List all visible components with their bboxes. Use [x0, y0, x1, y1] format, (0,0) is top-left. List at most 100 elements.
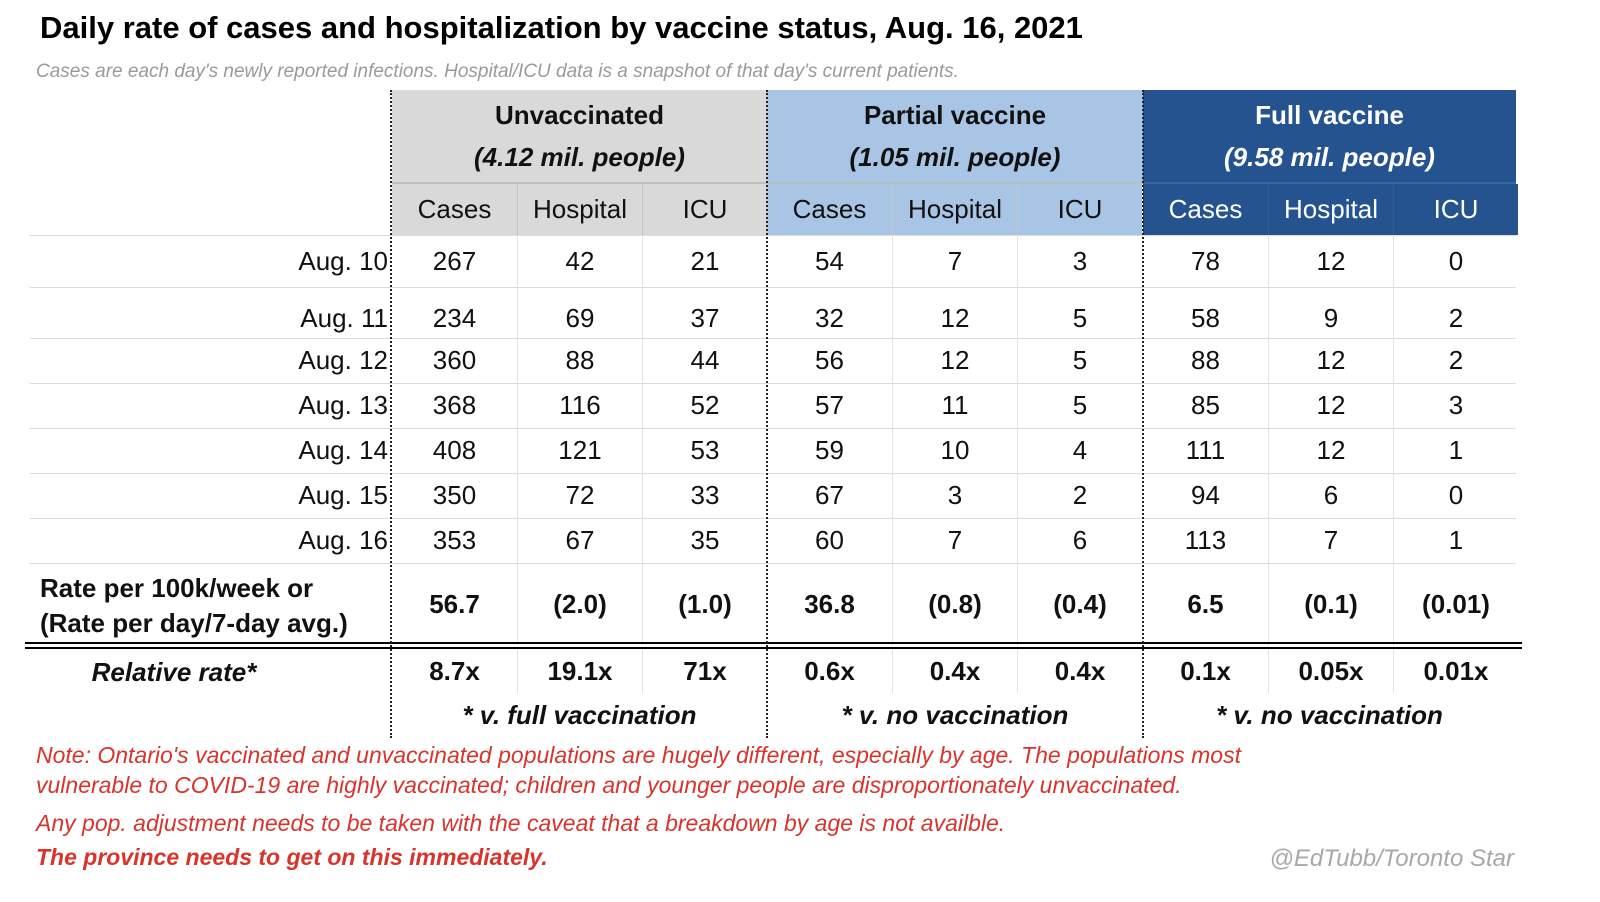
relative-cell: 0.1x	[1180, 655, 1231, 686]
table-cell: 11	[892, 383, 1017, 428]
table-cell: 58	[1191, 303, 1220, 333]
table-cell: 6	[1268, 473, 1393, 518]
divider	[30, 235, 1516, 236]
table-cell: 360	[432, 345, 477, 375]
table-cell: 7	[892, 235, 1017, 287]
relative-cell: 0.4x	[1017, 649, 1142, 693]
table-cell: 5	[1017, 383, 1142, 428]
group-separator	[1142, 90, 1144, 738]
chart-title: Daily rate of cases and hospitalization …	[40, 10, 1083, 45]
group-footnote: * v. full vaccination	[462, 699, 697, 730]
table-cell: 60	[815, 525, 844, 555]
table-cell: 116	[517, 383, 642, 428]
column-header: Hospital	[517, 184, 642, 235]
table-cell: 67	[815, 480, 844, 510]
table-cell: 72	[517, 473, 642, 518]
table-cell: 350	[432, 480, 477, 510]
table-cell: 3	[1393, 383, 1518, 428]
divider	[30, 518, 1516, 519]
row-label: Aug. 12	[298, 345, 388, 375]
table-cell: 4	[1017, 428, 1142, 473]
table-cell: 2	[1017, 473, 1142, 518]
table-cell: 121	[517, 428, 642, 473]
note-line: vulnerable to COVID-19 are highly vaccin…	[36, 772, 1182, 798]
divider	[30, 287, 1516, 288]
table-cell: 5	[1017, 287, 1142, 338]
note-emphasis: The province needs to get on this immedi…	[36, 844, 548, 870]
table-cell: 353	[432, 525, 477, 555]
row-label: Aug. 15	[298, 480, 388, 510]
divider	[30, 473, 1516, 474]
table-cell: 56	[815, 345, 844, 375]
table-cell: 85	[1191, 390, 1220, 420]
rate-cell: (0.1)	[1268, 563, 1393, 645]
group-population: (4.12 mil. people)	[474, 142, 685, 172]
table-cell: 1	[1393, 518, 1518, 563]
table-cell: 1	[1393, 428, 1518, 473]
table-cell: 7	[892, 518, 1017, 563]
table-cell: 12	[1268, 235, 1393, 287]
row-label: Aug. 11	[300, 303, 388, 333]
group-name: Full vaccine	[1255, 100, 1404, 130]
group-name: Unvaccinated	[494, 100, 665, 130]
rate-cell: (0.8)	[892, 563, 1017, 645]
row-label: Aug. 14	[298, 435, 388, 465]
table-cell: 7	[1268, 518, 1393, 563]
table-cell: 37	[642, 287, 767, 338]
table-cell: 88	[1191, 345, 1220, 375]
relative-cell: 19.1x	[517, 649, 642, 693]
group-footnote: * v. no vaccination	[841, 699, 1069, 730]
table-cell: 52	[642, 383, 767, 428]
rate-cell: (1.0)	[642, 563, 767, 645]
table-cell: 0	[1393, 473, 1518, 518]
group-separator	[766, 90, 768, 738]
column-header: Cases	[392, 184, 517, 235]
double-rule	[25, 647, 1522, 649]
table-cell: 32	[815, 303, 844, 333]
group-footnote: * v. no vaccination	[1216, 699, 1443, 730]
divider	[392, 182, 767, 184]
relative-cell: 0.05x	[1268, 649, 1393, 693]
table-cell: 35	[642, 518, 767, 563]
table-cell: 12	[892, 338, 1017, 383]
column-header: Cases	[767, 184, 892, 235]
rate-label-2: (Rate per day/7-day avg.)	[40, 607, 348, 638]
table-cell: 2	[1393, 338, 1518, 383]
rate-cell: (0.01)	[1393, 563, 1518, 645]
group-population: (9.58 mil. people)	[1224, 142, 1435, 172]
table-cell: 12	[1268, 338, 1393, 383]
group-header: Unvaccinated (4.12 mil. people)	[392, 90, 767, 182]
relative-cell: 71x	[642, 649, 767, 693]
credit: @EdTubb/Toronto Star	[1269, 845, 1515, 872]
column-header: Hospital	[1268, 184, 1393, 235]
relative-label: Relative rate*	[91, 656, 257, 687]
table-cell: 6	[1017, 518, 1142, 563]
chart-subtitle: Cases are each day's newly reported infe…	[36, 61, 959, 82]
table-cell: 267	[432, 245, 477, 276]
row-label: Aug. 10	[298, 245, 388, 276]
table-cell: 54	[815, 245, 844, 276]
column-header: ICU	[1393, 184, 1518, 235]
table-cell: 42	[517, 235, 642, 287]
group-population: (1.05 mil. people)	[849, 142, 1061, 172]
table-cell: 408	[432, 435, 477, 465]
group-name: Partial vaccine	[863, 100, 1047, 130]
table-cell: 2	[1393, 287, 1518, 338]
table-cell: 111	[1185, 435, 1226, 465]
table-cell: 10	[892, 428, 1017, 473]
column-header: ICU	[642, 184, 767, 235]
column-header: ICU	[1017, 184, 1142, 235]
table-cell: 5	[1017, 338, 1142, 383]
table-cell: 78	[1191, 245, 1220, 276]
table-cell: 12	[1268, 383, 1393, 428]
rate-cell: (2.0)	[517, 563, 642, 645]
relative-cell: 0.4x	[892, 649, 1017, 693]
divider	[767, 182, 1143, 184]
rate-cell: 36.8	[804, 588, 855, 619]
divider	[30, 383, 1516, 384]
table-cell: 67	[517, 518, 642, 563]
table-cell: 21	[642, 235, 767, 287]
rate-cell: 56.7	[429, 588, 480, 619]
table-cell: 44	[642, 338, 767, 383]
table-cell: 9	[1268, 287, 1393, 338]
